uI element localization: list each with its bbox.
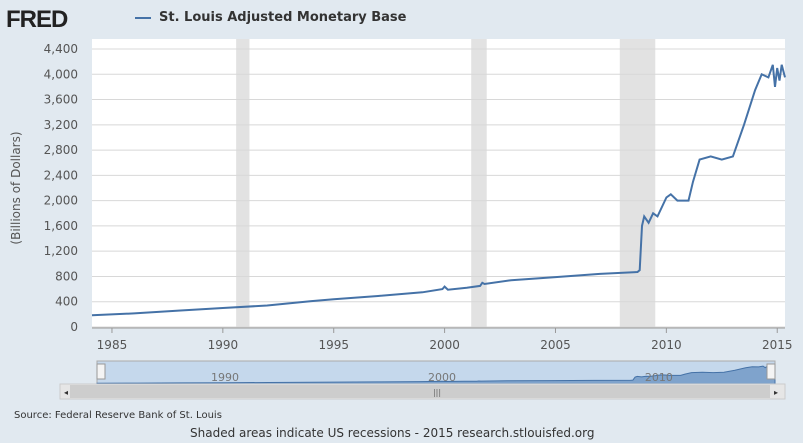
x-tick-label: 1985 (97, 338, 128, 352)
y-tick-label: 2,400 (44, 168, 78, 182)
x-tick-label: 2005 (540, 338, 571, 352)
navigator-series (96, 365, 776, 385)
navigator-handle[interactable] (766, 363, 776, 380)
y-tick-label: 4,000 (44, 67, 78, 81)
legend-label: St. Louis Adjusted Monetary Base (159, 10, 407, 25)
legend-item[interactable]: St. Louis Adjusted Monetary Base (135, 10, 406, 25)
y-tick-label: 3,600 (44, 93, 78, 107)
navigator-label: 2010 (645, 371, 673, 384)
y-tick-label: 2,800 (44, 143, 78, 157)
x-tick-label: 2000 (429, 338, 460, 352)
x-tick-label: 2010 (651, 338, 682, 352)
x-tick-label: 1995 (318, 338, 349, 352)
y-tick-label: 400 (55, 295, 78, 309)
scroll-left-arrow[interactable]: ◂ (64, 388, 68, 397)
recession-band (471, 39, 487, 327)
scrollbar-thumb[interactable] (70, 385, 770, 398)
navigator-label: 1990 (211, 371, 239, 384)
plot-area (92, 39, 785, 327)
recession-band (619, 39, 656, 327)
source-text: Source: Federal Reserve Bank of St. Loui… (14, 410, 222, 421)
navigator-label: 2000 (428, 371, 456, 384)
y-tick-label: 3,200 (44, 118, 78, 132)
y-tick-label: 0 (70, 320, 78, 334)
legend-swatch (135, 16, 151, 19)
x-tick-label: 1990 (208, 338, 239, 352)
y-tick-label: 1,600 (44, 219, 78, 233)
recession-band (236, 39, 250, 327)
y-axis-label: (Billions of Dollars) (9, 131, 23, 244)
recession-note: Shaded areas indicate US recessions - 20… (190, 426, 595, 440)
series-line (91, 64, 786, 317)
y-tick-label: 800 (55, 269, 78, 283)
scroll-right-arrow[interactable]: ▸ (774, 388, 778, 397)
x-tick-label: 2015 (762, 338, 793, 352)
fred-logo: FRED (6, 6, 68, 33)
navigator-handle[interactable] (96, 363, 106, 380)
y-tick-label: 4,400 (44, 42, 78, 56)
scrollbar-grip-icon: ||| (433, 388, 441, 397)
y-tick-label: 1,200 (44, 244, 78, 258)
y-tick-label: 2,000 (44, 194, 78, 208)
